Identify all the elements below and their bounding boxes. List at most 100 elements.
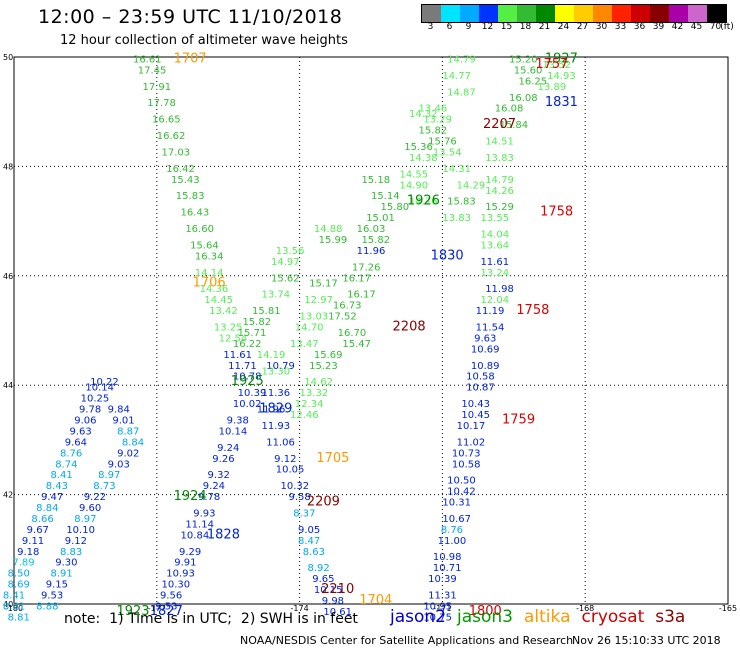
color-scale-swatch bbox=[593, 5, 612, 22]
wave-height-label: 10.14 bbox=[219, 426, 248, 437]
wave-height-label: 10.79 bbox=[266, 361, 295, 372]
color-scale-swatch bbox=[460, 5, 479, 22]
wave-height-label: 15.99 bbox=[319, 235, 348, 246]
satellite-legend: jason2 jason3 altika cryosat s3a bbox=[390, 607, 696, 627]
wave-height-label: 8.88 bbox=[36, 601, 58, 612]
pass-time-label: 1759 bbox=[502, 412, 535, 427]
wave-height-label: 11.96 bbox=[257, 405, 286, 416]
color-scale-tick-label: 36 bbox=[633, 22, 646, 32]
wave-height-label: 15.69 bbox=[314, 350, 343, 361]
wave-height-label: 10.10 bbox=[66, 525, 95, 536]
legend-item-jason2: jason2 bbox=[390, 607, 446, 627]
pass-time-label: 1830 bbox=[431, 248, 464, 263]
wave-height-label: 14.93 bbox=[547, 71, 576, 82]
legend-item-cryosat: cryosat bbox=[581, 607, 645, 627]
wave-height-label: 12.97 bbox=[304, 295, 333, 306]
wave-height-label: 9.47 bbox=[41, 492, 63, 503]
wave-height-label: 13.47 bbox=[290, 339, 319, 350]
wave-height-label: 15.84 bbox=[499, 120, 528, 131]
wave-height-label: 8.91 bbox=[50, 569, 72, 580]
wave-height-label: 8.76 bbox=[441, 525, 463, 536]
wave-height-label: 9.84 bbox=[108, 405, 130, 416]
color-scale-tick-label: 6 bbox=[446, 22, 453, 32]
wave-height-label: 8.41 bbox=[3, 591, 25, 602]
pass-time-label: 1704 bbox=[359, 593, 392, 608]
color-scale-swatch bbox=[498, 5, 517, 22]
wave-height-label: 15.14 bbox=[371, 191, 400, 202]
x-tick-label: -177 bbox=[148, 604, 166, 613]
wave-height-label: 10.93 bbox=[166, 569, 195, 580]
wave-height-label: 12.54 bbox=[219, 333, 248, 344]
wave-height-label: 14.70 bbox=[295, 323, 324, 334]
wave-height-label: 16.43 bbox=[181, 208, 210, 219]
wave-height-label: 8.84 bbox=[122, 437, 144, 448]
wave-height-label: 13.56 bbox=[276, 246, 305, 257]
wave-height-label: 9.06 bbox=[74, 415, 96, 426]
wave-height-label: 15.43 bbox=[171, 175, 200, 186]
pass-time-label: 1831 bbox=[545, 95, 578, 110]
pass-time-label: 1706 bbox=[193, 276, 226, 291]
wave-height-label: 14.26 bbox=[485, 186, 514, 197]
wave-height-label: 9.60 bbox=[79, 503, 101, 514]
wave-height-label: 11.96 bbox=[357, 246, 386, 257]
wave-height-label: 14.90 bbox=[400, 180, 429, 191]
pass-time-label: 2208 bbox=[393, 320, 426, 335]
wave-height-label: 13.52 bbox=[542, 60, 571, 71]
pass-time-label: 1924 bbox=[174, 489, 207, 504]
wave-height-label: 9.38 bbox=[227, 415, 249, 426]
wave-height-label: 14.62 bbox=[304, 377, 333, 388]
chart-title: 12:00 – 23:59 UTC 11/10/2018 bbox=[38, 6, 343, 28]
wave-height-label: 16.08 bbox=[495, 104, 524, 115]
y-tick-label: 40 bbox=[3, 600, 13, 609]
wave-height-label: 11.98 bbox=[485, 284, 514, 295]
wave-height-label: 8.50 bbox=[8, 569, 30, 580]
wave-height-label: 9.91 bbox=[174, 558, 196, 569]
wave-height-label: 16.42 bbox=[166, 164, 195, 175]
wave-height-label: 10.87 bbox=[466, 383, 495, 394]
wave-height-label: 14.77 bbox=[442, 71, 471, 82]
pass-time-label: 1707 bbox=[174, 51, 207, 66]
wave-height-label: 16.65 bbox=[152, 115, 181, 126]
color-scale-unit: (ft) bbox=[720, 22, 734, 32]
wave-height-label: 15.82 bbox=[361, 235, 390, 246]
color-scale-bar bbox=[421, 4, 727, 23]
wave-height-label: 14.31 bbox=[442, 164, 471, 175]
wave-height-label: 9.98 bbox=[322, 596, 344, 607]
wave-height-label: 10.84 bbox=[181, 530, 210, 541]
wave-height-label: 15.82 bbox=[242, 317, 271, 328]
footer-credit: NOAA/NESDIS Center for Satellite Applica… bbox=[240, 634, 574, 647]
wave-height-label: 10.14 bbox=[85, 383, 114, 394]
wave-height-label: 13.32 bbox=[300, 388, 329, 399]
wave-height-label: 10.15 bbox=[314, 585, 343, 596]
plot-frame bbox=[13, 56, 729, 605]
wave-height-label: 8.83 bbox=[60, 547, 82, 558]
wave-height-label: 9.56 bbox=[160, 591, 182, 602]
wave-height-label: 14.87 bbox=[447, 87, 476, 98]
wave-height-label: 15.64 bbox=[190, 240, 219, 251]
wave-height-label: 13.89 bbox=[538, 82, 567, 93]
color-scale-tick-label: 12 bbox=[481, 22, 494, 32]
wave-height-label: 11.06 bbox=[266, 437, 295, 448]
wave-height-label: 15.20 bbox=[509, 54, 538, 65]
x-tick-label: -180 bbox=[5, 604, 23, 613]
color-scale-swatch bbox=[631, 5, 650, 22]
color-scale-tick-label: 45 bbox=[690, 22, 703, 32]
pass-time-label: 1827 bbox=[150, 604, 183, 619]
pass-time-label: 1926 bbox=[407, 194, 440, 209]
wave-height-label: 14.79 bbox=[485, 175, 514, 186]
wave-height-label: 11.14 bbox=[185, 519, 214, 530]
wave-height-label: 9.24 bbox=[203, 481, 225, 492]
wave-height-label: 10.89 bbox=[471, 361, 500, 372]
wave-height-label: 8.76 bbox=[60, 448, 82, 459]
pass-time-label: 1927 bbox=[545, 51, 578, 66]
wave-height-label: 9.01 bbox=[112, 415, 134, 426]
y-tick-label: 44 bbox=[3, 381, 13, 390]
wave-height-label: 10.25 bbox=[81, 394, 110, 405]
wave-height-label: 15.29 bbox=[485, 202, 514, 213]
wave-height-label: 10.61 bbox=[323, 607, 352, 618]
wave-height-label: 16.73 bbox=[333, 301, 362, 312]
wave-height-label: 17.52 bbox=[328, 312, 357, 323]
wave-height-label: 13.46 bbox=[419, 104, 448, 115]
wave-height-label: 15.62 bbox=[271, 273, 300, 284]
footer-note: note: 1) Time is in UTC; 2) SWH is in fe… bbox=[64, 611, 358, 627]
